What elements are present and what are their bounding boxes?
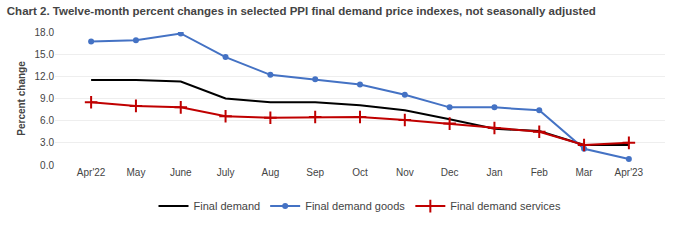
- svg-text:Nov: Nov: [396, 167, 414, 178]
- svg-text:Percent change: Percent change: [16, 61, 27, 136]
- svg-text:Sep: Sep: [306, 167, 324, 178]
- svg-text:15.0: 15.0: [35, 49, 55, 60]
- svg-text:Final demand: Final demand: [194, 200, 261, 212]
- svg-text:3.0: 3.0: [40, 137, 54, 148]
- svg-text:Feb: Feb: [531, 167, 549, 178]
- svg-text:Dec: Dec: [441, 167, 459, 178]
- svg-text:July: July: [217, 167, 235, 178]
- svg-text:May: May: [126, 167, 145, 178]
- svg-text:0.0: 0.0: [40, 160, 54, 171]
- svg-text:Final demand goods: Final demand goods: [305, 200, 405, 212]
- svg-text:Final demand services: Final demand services: [450, 200, 561, 212]
- svg-text:Jan: Jan: [486, 167, 502, 178]
- svg-text:18.0: 18.0: [35, 27, 55, 38]
- svg-text:12.0: 12.0: [35, 71, 55, 82]
- svg-text:6.0: 6.0: [40, 115, 54, 126]
- svg-text:Apr'23: Apr'23: [615, 167, 644, 178]
- svg-text:Chart 2. Twelve-month percent: Chart 2. Twelve-month percent changes in…: [7, 5, 596, 17]
- svg-text:Aug: Aug: [261, 167, 279, 178]
- svg-text:9.0: 9.0: [40, 93, 54, 104]
- svg-text:Mar: Mar: [575, 167, 593, 178]
- svg-text:Apr'22: Apr'22: [77, 167, 106, 178]
- svg-text:Oct: Oct: [352, 167, 368, 178]
- svg-text:June: June: [170, 167, 192, 178]
